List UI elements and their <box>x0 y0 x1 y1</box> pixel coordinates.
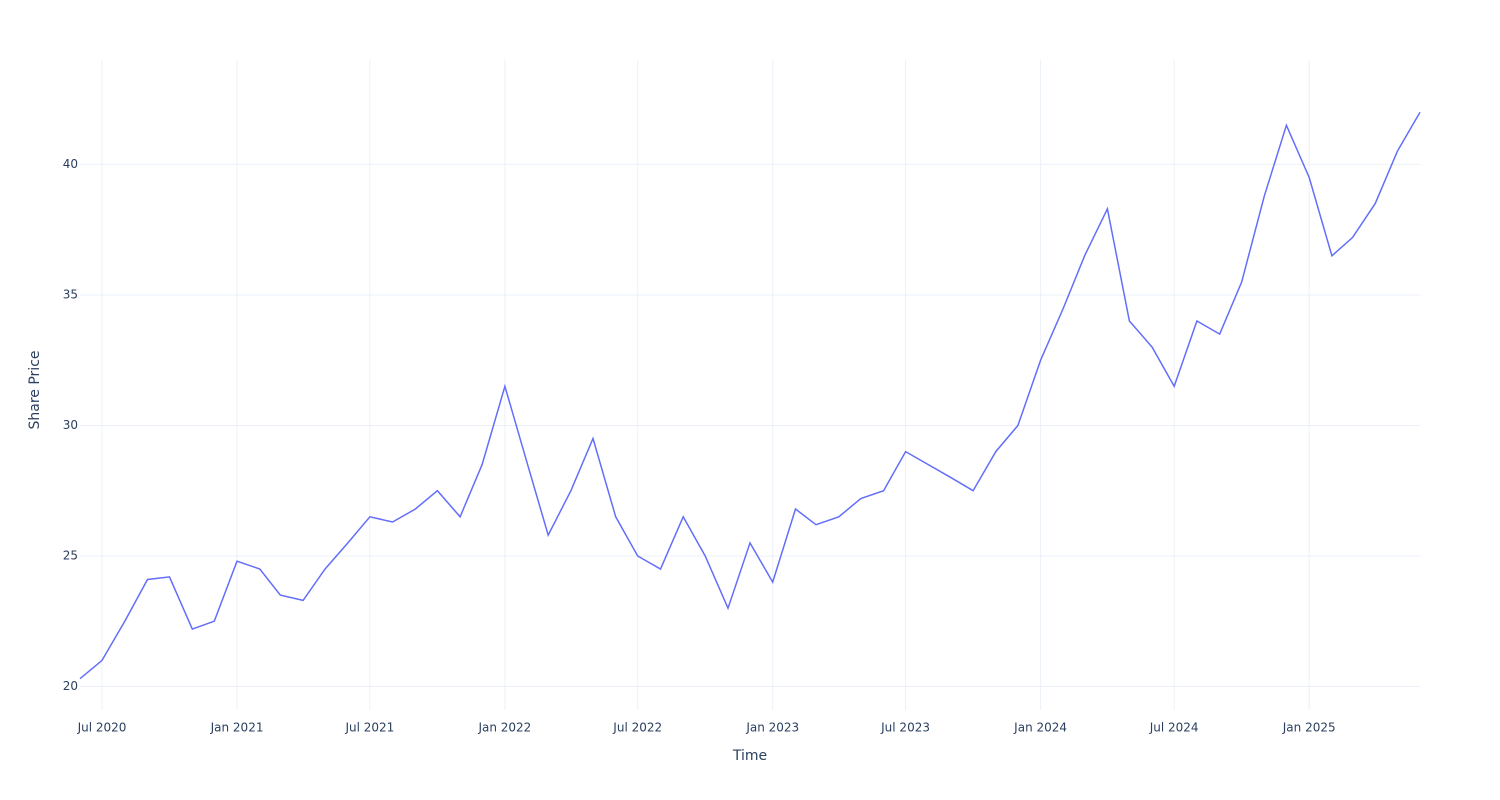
x-tick-label: Jul 2022 <box>612 721 662 735</box>
y-tick-label: 40 <box>63 157 78 171</box>
y-tick-label: 35 <box>63 287 78 301</box>
x-tick-label: Jul 2024 <box>1149 721 1199 735</box>
x-tick-label: Jan 2021 <box>210 721 264 735</box>
x-tick-label: Jan 2023 <box>745 721 799 735</box>
x-tick-label: Jul 2021 <box>344 721 394 735</box>
x-tick-label: Jul 2020 <box>77 721 127 735</box>
y-tick-label: 25 <box>63 548 78 562</box>
y-axis-label: Share Price <box>27 350 43 429</box>
x-tick-label: Jan 2025 <box>1282 721 1336 735</box>
x-tick-label: Jul 2023 <box>880 721 930 735</box>
y-tick-label: 30 <box>63 418 78 432</box>
x-tick-label: Jan 2022 <box>477 721 531 735</box>
x-tick-label: Jan 2024 <box>1013 721 1067 735</box>
x-axis-label: Time <box>732 748 767 764</box>
y-tick-label: 20 <box>63 679 78 693</box>
price-line <box>79 111 1421 680</box>
